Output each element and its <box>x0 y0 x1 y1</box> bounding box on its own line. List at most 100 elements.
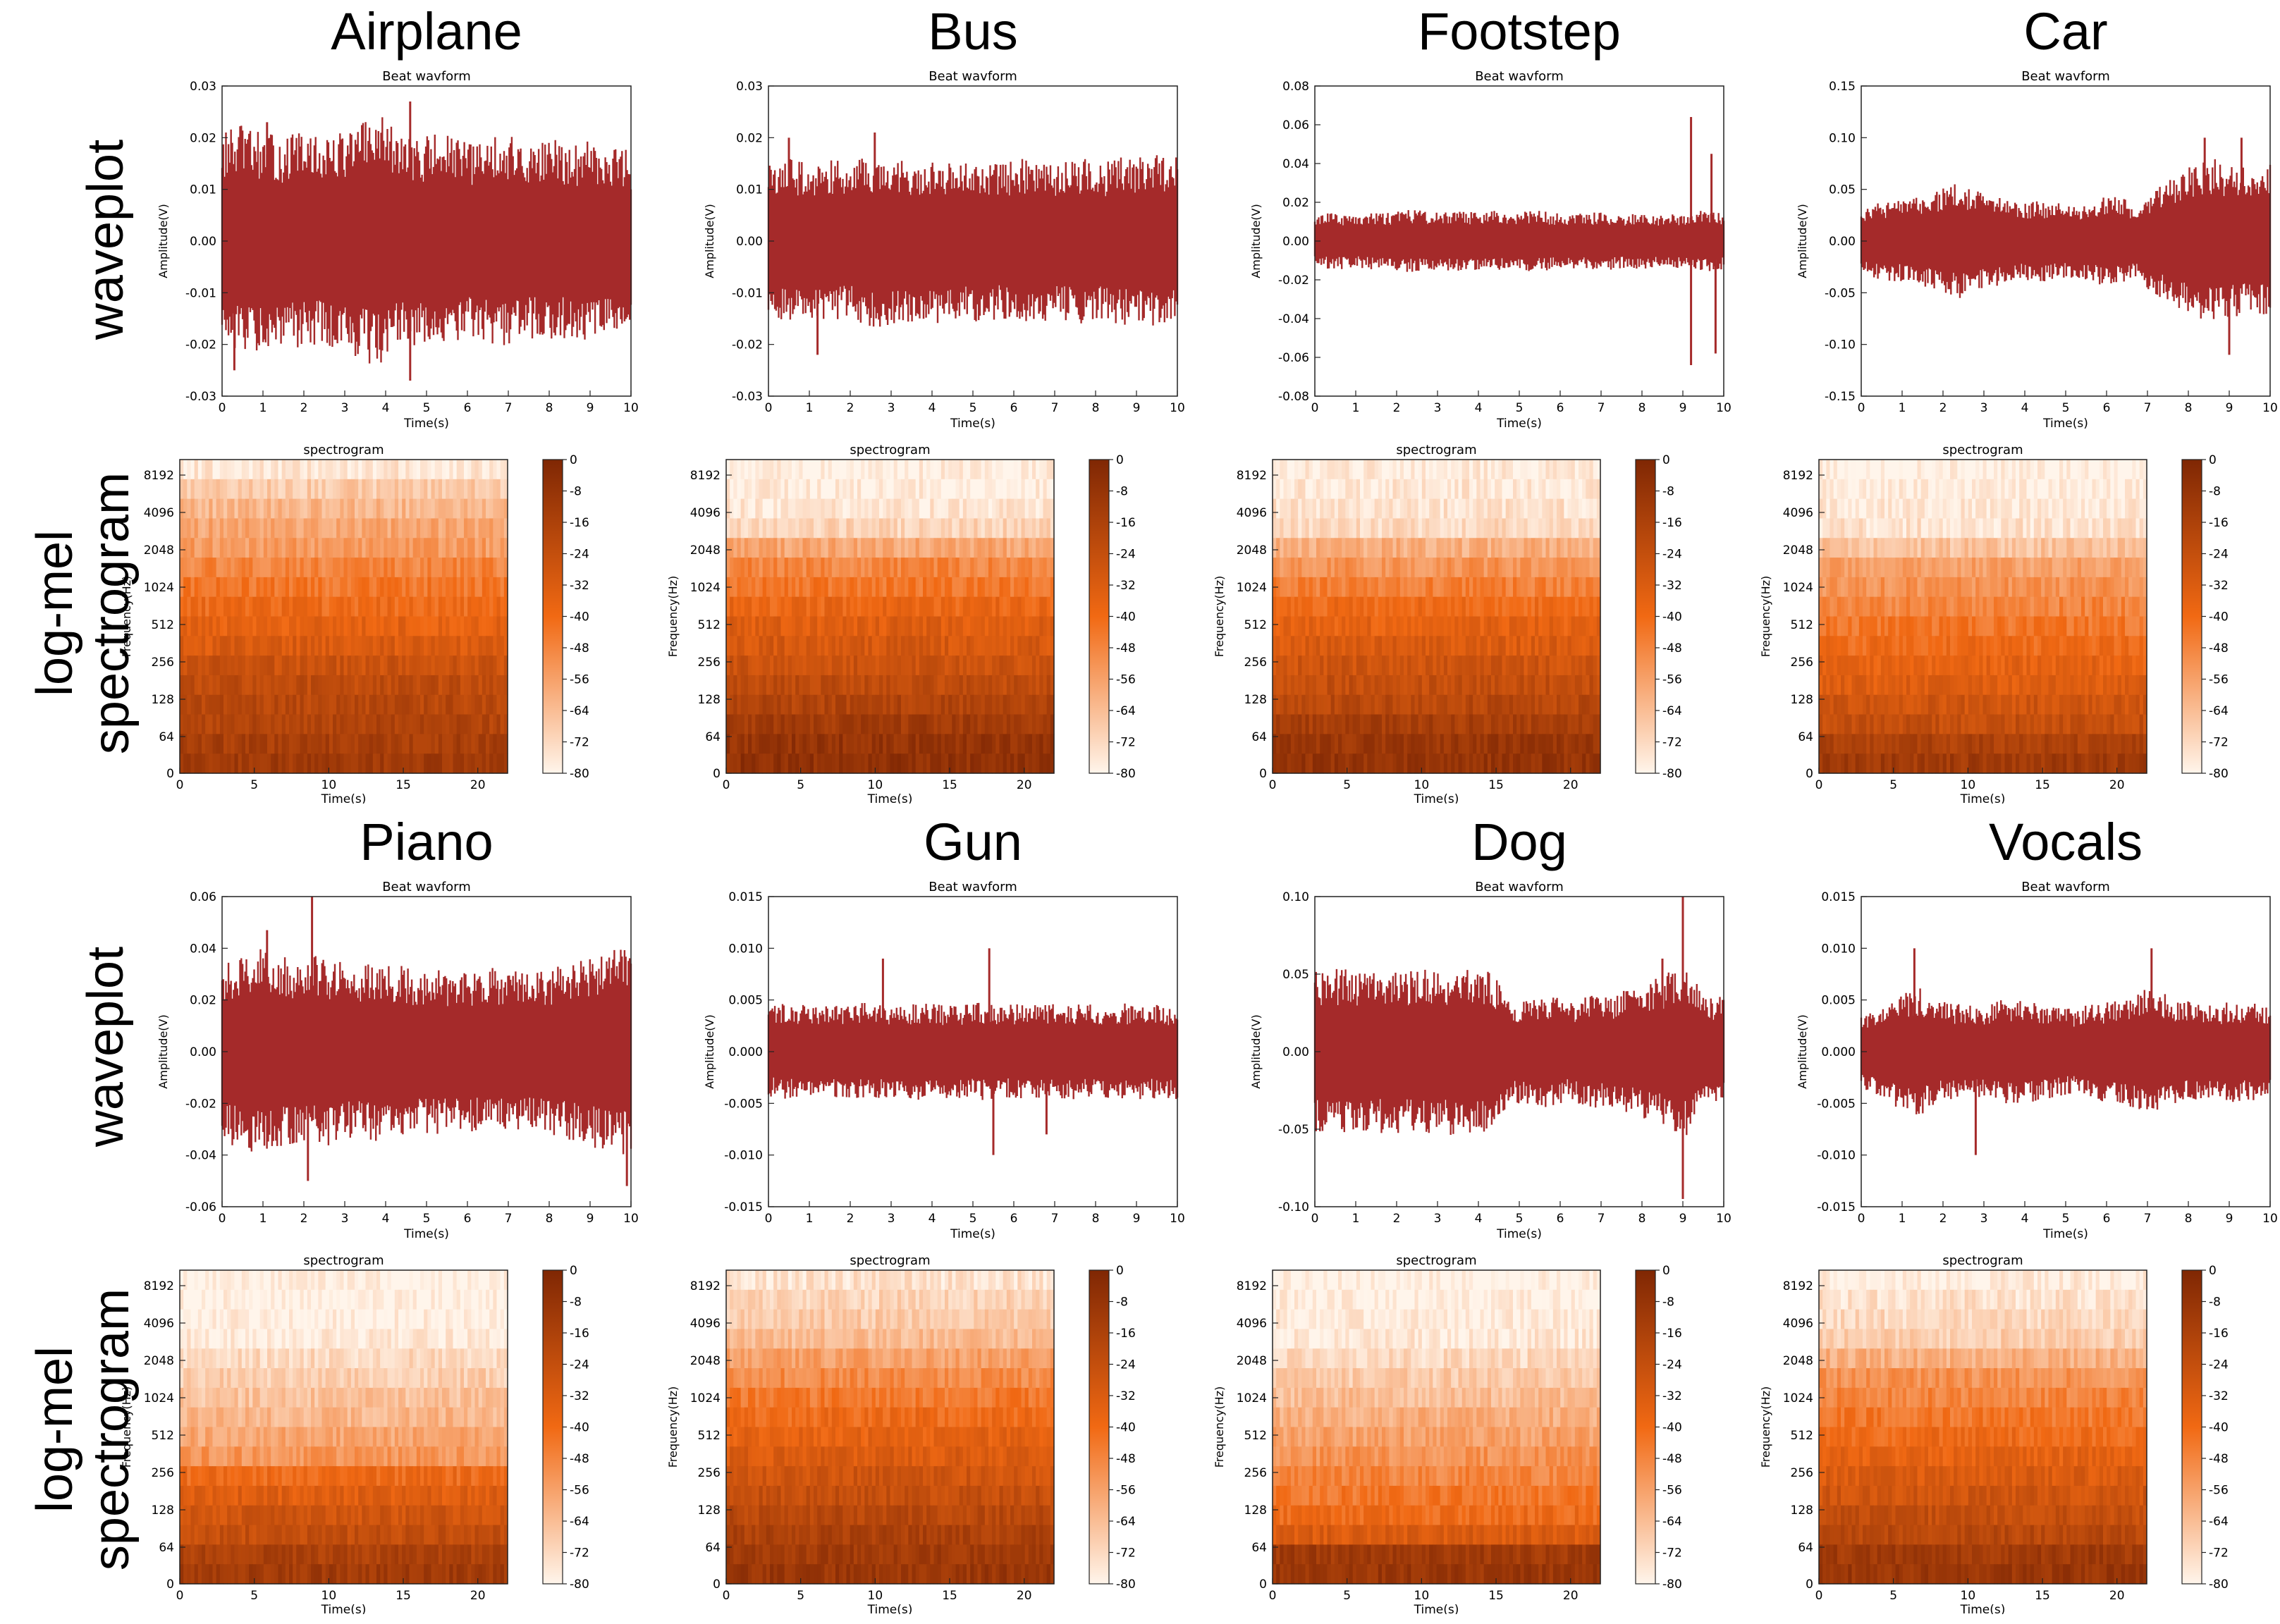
heatmap-cell <box>1046 636 1051 656</box>
heatmap-cell <box>1363 734 1368 754</box>
heatmap-cell <box>355 577 359 598</box>
heatmap-cell <box>1582 616 1586 636</box>
heatmap-cell <box>1305 734 1310 754</box>
heatmap-cell <box>948 714 952 734</box>
heatmap-cell <box>340 616 345 636</box>
heatmap-cell <box>759 518 764 539</box>
heatmap-cell <box>303 577 308 598</box>
heatmap-cell <box>1498 734 1503 754</box>
heatmap-cell <box>1389 753 1394 774</box>
heatmap-cell <box>1461 753 1466 774</box>
heatmap-cell <box>1396 460 1401 480</box>
heatmap-cell <box>962 636 967 656</box>
heatmap-cell <box>241 656 246 676</box>
heatmap-cell <box>762 558 767 578</box>
heatmap-cell <box>456 538 461 558</box>
x-tick-label: 20 <box>1017 778 1032 792</box>
heatmap-cell <box>977 498 982 519</box>
heatmap-cell <box>293 558 297 578</box>
heatmap-cell <box>1451 596 1455 617</box>
waveform-xlabel: Time(s) <box>2042 417 2088 430</box>
heatmap-cell <box>784 734 789 754</box>
heatmap-cell <box>799 714 804 734</box>
heatmap-cell <box>471 636 476 656</box>
heatmap-cell <box>842 734 847 754</box>
heatmap-cell <box>912 675 917 696</box>
x-tick-label: 4 <box>928 401 936 415</box>
heatmap-cell <box>1006 714 1011 734</box>
heatmap-cell <box>467 675 472 696</box>
heatmap-cell <box>1483 577 1488 598</box>
heatmap-cell <box>259 518 264 539</box>
heatmap-cell <box>252 656 257 676</box>
heatmap-cell <box>1280 498 1285 519</box>
heatmap-cell <box>194 498 199 519</box>
heatmap-cell <box>1352 753 1357 774</box>
heatmap-cell <box>853 479 858 500</box>
heatmap-cell <box>1557 694 1561 715</box>
heatmap-cell <box>915 675 920 696</box>
heatmap-cell <box>853 694 858 715</box>
heatmap-cell <box>234 656 239 676</box>
heatmap-cell <box>376 656 381 676</box>
heatmap-cell <box>919 714 924 734</box>
heatmap-cell <box>1990 479 1994 500</box>
heatmap-cell <box>412 538 417 558</box>
heatmap-cell <box>940 596 945 617</box>
heatmap-cell <box>842 694 847 715</box>
heatmap-cell <box>955 694 960 715</box>
heatmap-cell <box>1582 734 1586 754</box>
y-tick-label: 0.00 <box>190 235 216 249</box>
heatmap-cell <box>1363 694 1368 715</box>
heatmap-cell <box>948 616 952 636</box>
heatmap-cell <box>792 616 796 636</box>
heatmap-cell <box>1396 479 1401 500</box>
heatmap-cell <box>1571 479 1576 500</box>
heatmap-cell <box>1407 460 1411 480</box>
heatmap-cell <box>369 694 374 715</box>
heatmap-cell <box>311 714 315 734</box>
heatmap-cell <box>1338 656 1342 676</box>
heatmap-cell <box>1024 714 1029 734</box>
heatmap-cell <box>766 479 771 500</box>
heatmap-cell <box>1003 518 1007 539</box>
heatmap-cell <box>2077 479 2082 500</box>
heatmap-cell <box>1520 714 1525 734</box>
heatmap-cell <box>1509 518 1514 539</box>
heatmap-cell <box>1356 518 1361 539</box>
heatmap-cell <box>1509 694 1514 715</box>
x-tick-label: 4 <box>382 401 390 415</box>
heatmap-cell <box>1593 558 1598 578</box>
heatmap-cell <box>289 616 293 636</box>
heatmap-cell <box>1505 734 1510 754</box>
heatmap-cell <box>1017 558 1022 578</box>
heatmap-cell <box>940 656 945 676</box>
heatmap-cell <box>1579 538 1583 558</box>
heatmap-cell <box>770 596 774 617</box>
heatmap-cell <box>831 558 836 578</box>
heatmap-cell <box>1586 558 1591 578</box>
heatmap-cell <box>1520 460 1525 480</box>
heatmap-cell <box>1480 518 1485 539</box>
heatmap-cell <box>1461 714 1466 734</box>
x-tick-label: 3 <box>1980 401 1988 415</box>
heatmap-cell <box>1312 518 1317 539</box>
heatmap-cell <box>438 675 443 696</box>
heatmap-cell <box>442 518 446 539</box>
heatmap-cell <box>1954 479 1958 500</box>
heatmap-cell <box>405 734 410 754</box>
heatmap-cell <box>1593 518 1598 539</box>
heatmap-cell <box>933 596 938 617</box>
heatmap-cell <box>883 616 887 636</box>
heatmap-cell <box>471 734 476 754</box>
heatmap-cell <box>296 558 301 578</box>
heatmap-cell <box>1036 616 1040 636</box>
heatmap-cell <box>970 694 974 715</box>
heatmap-cell <box>984 596 989 617</box>
heatmap-cell <box>1021 498 1026 519</box>
heatmap-cell <box>1338 558 1342 578</box>
heatmap-cell <box>1356 596 1361 617</box>
heatmap-cell <box>799 616 804 636</box>
heatmap-cell <box>930 656 935 676</box>
heatmap-cell <box>325 538 330 558</box>
